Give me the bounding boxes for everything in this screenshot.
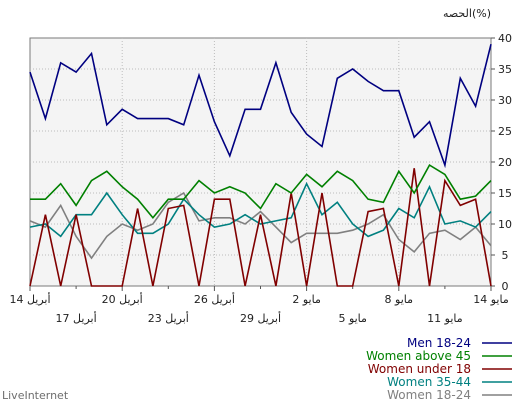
- series-line: [29, 168, 492, 287]
- x-axis: 14 مايو 8 مايو 2 مايو 26 أبريل 20 أبريل 14 أب…: [9, 286, 509, 325]
- legend-label: Women 18-24: [387, 388, 471, 402]
- y-tick-label: 25: [498, 125, 512, 138]
- x-tick-label: 23 أبريل: [148, 311, 189, 325]
- x-tick-label: 20 أبريل: [102, 292, 143, 306]
- x-tick-label: 14 أبريل: [9, 292, 50, 306]
- y-tick-label: 40: [498, 32, 512, 45]
- x-tick-label: 2 مايو: [292, 293, 321, 306]
- x-tick-label: 8 مايو: [385, 293, 414, 306]
- x-tick-label: 5 مايو: [338, 312, 367, 325]
- brand-label: LiveInternet: [2, 389, 69, 402]
- legend-label: Women above 45: [366, 349, 471, 363]
- y-tick-label: 15: [498, 187, 512, 200]
- x-tick-label: 14 مايو: [473, 293, 509, 306]
- series-line: [30, 163, 492, 220]
- y-axis: 0 5 10 15 20 25 30 35 40: [491, 32, 512, 293]
- legend-label: Women 35-44: [387, 375, 471, 389]
- series-lines: [29, 44, 492, 287]
- series-line: [29, 44, 492, 169]
- y-tick-label: 35: [498, 63, 512, 76]
- chart-title: الحصه(%): [443, 7, 491, 20]
- y-tick-label: 20: [498, 156, 512, 169]
- series-line: [29, 181, 492, 238]
- legend-label: Women under 18: [368, 362, 471, 376]
- y-tick-label: 0: [502, 280, 509, 293]
- series-line: [29, 191, 492, 260]
- x-tick-label: 29 أبريل: [240, 311, 281, 325]
- x-tick-label: 26 أبريل: [194, 292, 235, 306]
- legend-label: Men 18-24: [407, 336, 471, 350]
- x-tick-label: 11 مايو: [427, 312, 463, 325]
- y-tick-label: 30: [498, 94, 512, 107]
- x-tick-label: 17 أبريل: [56, 311, 97, 325]
- y-tick-label: 10: [498, 218, 512, 231]
- y-tick-label: 5: [502, 249, 509, 262]
